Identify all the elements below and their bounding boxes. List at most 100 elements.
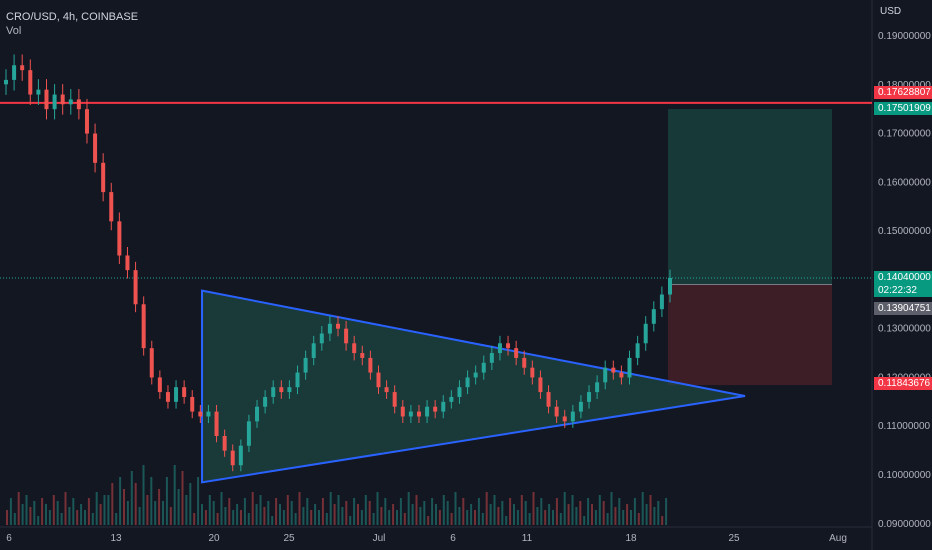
volume-bar: [240, 510, 242, 525]
volume-bar: [497, 507, 500, 525]
volume-bar: [442, 495, 445, 525]
volume-bar: [103, 495, 106, 525]
volume-bar: [298, 492, 301, 525]
price-tick-label: 0.16000000: [878, 177, 931, 188]
volume-bar: [204, 510, 207, 525]
volume-bar: [212, 501, 215, 525]
volume-bar: [216, 513, 219, 525]
candle-body: [578, 401, 583, 412]
candle-body: [52, 94, 57, 110]
candle-body: [214, 411, 219, 436]
volume-bar: [372, 513, 375, 525]
volume-bar: [72, 498, 75, 525]
volume-bar: [162, 501, 164, 525]
candle-body: [522, 357, 527, 368]
candle-body: [352, 343, 357, 354]
candle-body: [668, 277, 672, 295]
volume-bar: [329, 492, 332, 525]
candle-body: [506, 343, 511, 349]
volume-bar: [282, 510, 285, 525]
candle-body: [441, 401, 446, 412]
candle-body: [546, 392, 551, 407]
candle-body: [271, 387, 276, 397]
position-target-zone[interactable]: [668, 109, 832, 285]
candle-body: [101, 162, 106, 193]
volume-bar: [610, 492, 613, 525]
candle-body: [149, 348, 154, 378]
volume-bar: [25, 495, 28, 525]
price-tick-label: 0.19000000: [878, 31, 931, 42]
candle-body: [109, 192, 114, 222]
candle-body: [246, 421, 251, 446]
entry-price-tag: 0.13904751: [874, 302, 932, 315]
volume-bar: [637, 513, 640, 525]
candle-body: [263, 396, 268, 407]
volume-bar: [119, 477, 122, 525]
candle-body: [36, 89, 41, 95]
candle-body: [198, 411, 203, 417]
time-tick-label: 6: [6, 533, 12, 544]
candle-body: [230, 450, 235, 466]
candle-body: [570, 411, 575, 422]
volume-bar: [454, 492, 457, 525]
volume-bar: [33, 501, 36, 525]
candle-body: [659, 294, 664, 310]
volume-bar: [263, 507, 266, 525]
time-tick-label: 18: [625, 533, 637, 544]
volume-bar: [458, 507, 461, 525]
symbol-title[interactable]: CRO/USD, 4h, COINBASE: [6, 11, 139, 23]
volume-bar: [360, 510, 363, 525]
volume-bar: [614, 507, 617, 525]
candle-body: [603, 367, 608, 383]
target-price-tag: 0.17501909: [874, 102, 932, 115]
time-tick-label: 20: [208, 533, 220, 544]
position-stop-zone[interactable]: [668, 284, 832, 386]
volume-bar: [392, 504, 395, 525]
volume-bar: [649, 495, 652, 525]
volume-bar: [357, 504, 359, 525]
volume-bar: [6, 510, 8, 525]
volume-bar: [267, 501, 270, 525]
volume-bar: [505, 516, 508, 525]
candle-body: [12, 65, 17, 80]
volume-bar: [306, 498, 309, 525]
volume-bar: [95, 492, 98, 525]
volume-bar: [177, 489, 180, 525]
volume-bar: [150, 477, 153, 525]
volume-bar: [470, 504, 473, 525]
volume-bar: [99, 504, 102, 525]
candle-body: [360, 353, 365, 358]
candle-body: [206, 411, 211, 417]
candle-body: [619, 372, 624, 378]
candle-body: [84, 109, 89, 134]
volume-bar: [396, 510, 398, 525]
candle-body: [133, 270, 138, 305]
volume-label[interactable]: Vol: [6, 25, 22, 37]
candle-body: [336, 323, 340, 329]
candle-body: [562, 416, 567, 422]
volume-bar: [158, 489, 161, 525]
volume-bar: [353, 498, 356, 525]
volume-bar: [555, 498, 558, 525]
candle-body: [238, 445, 243, 466]
volume-bar: [493, 495, 496, 525]
volume-bar: [606, 513, 609, 525]
triangle-pattern[interactable]: [201, 289, 746, 484]
volume-bar: [29, 507, 32, 525]
volume-bar: [653, 507, 656, 525]
candle-body: [400, 406, 405, 417]
volume-bar: [388, 510, 391, 525]
volume-bar: [259, 495, 262, 525]
volume-bar: [165, 477, 168, 525]
volume-bar: [37, 516, 40, 525]
volume-bar: [130, 471, 133, 525]
volume-bar: [403, 513, 406, 525]
volume-bar: [220, 492, 223, 525]
volume-bar: [154, 501, 157, 525]
price-tick-label: 0.09000000: [878, 519, 931, 530]
candle-body: [457, 387, 462, 397]
candle-body: [554, 406, 559, 417]
time-tick-label: 13: [110, 533, 122, 544]
